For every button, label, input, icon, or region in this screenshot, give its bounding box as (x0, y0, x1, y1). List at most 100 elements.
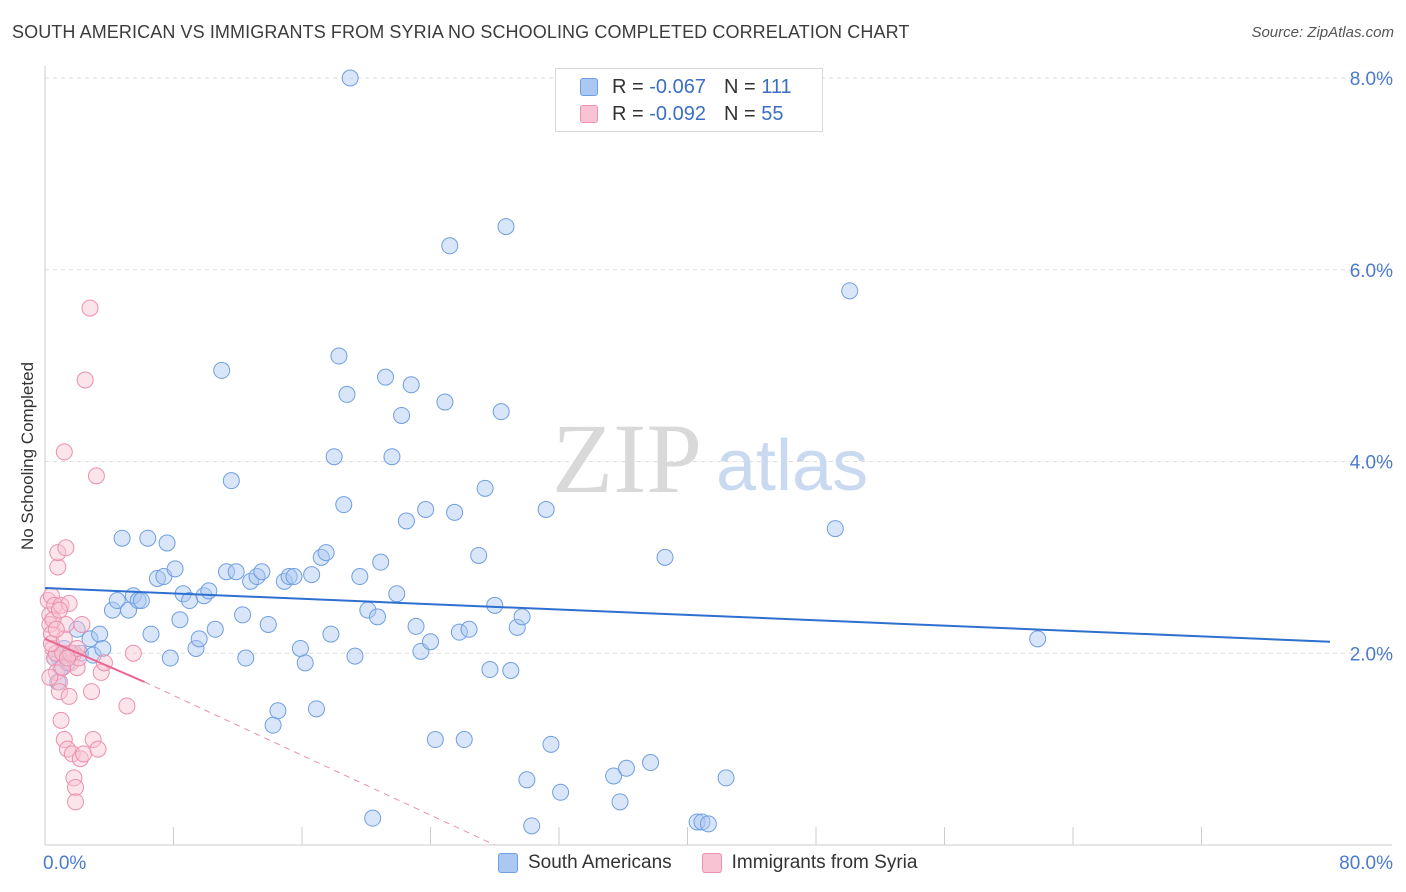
south-americans-point (206, 620, 224, 638)
syria-point (57, 539, 75, 557)
south-americans-point (402, 376, 420, 394)
syria-point (47, 620, 65, 638)
south-americans-point (364, 809, 382, 827)
south-americans-point (460, 620, 478, 638)
south-americans-point (470, 546, 488, 564)
syria-point (75, 745, 93, 763)
x-tick-label: 80.0% (1339, 853, 1393, 874)
source-label[interactable]: Source: ZipAtlas.com (1251, 24, 1394, 41)
south-americans-point (1029, 630, 1047, 648)
south-americans-point (148, 569, 166, 587)
syria-point (83, 683, 101, 701)
south-americans-point (253, 563, 271, 581)
syria-point (41, 606, 59, 624)
south-americans-point (200, 582, 218, 600)
series-swatch-syria (701, 853, 722, 873)
series-label-syria: Immigrants from Syria (731, 852, 918, 873)
south-americans-point (523, 817, 541, 835)
south-americans-point (285, 568, 303, 586)
legend-n-label: N = (723, 75, 756, 98)
syria-point (60, 687, 78, 705)
south-americans-point (132, 592, 150, 610)
south-americans-point (171, 611, 189, 629)
south-americans-point (617, 759, 635, 777)
legend-row-syria: R = -0.092 N = 55 (580, 101, 783, 127)
south-americans-point (94, 639, 112, 657)
south-americans-point (259, 615, 277, 633)
syria-point (92, 663, 110, 681)
south-americans-point (280, 568, 298, 586)
south-americans-point (248, 568, 266, 586)
south-americans-point (417, 500, 435, 518)
syria-point (49, 558, 67, 576)
syria-point (81, 299, 99, 317)
south-americans-point (377, 368, 395, 386)
syria-point (50, 683, 68, 701)
y-tick-label: 4.0% (1350, 453, 1393, 474)
south-americans-point (68, 620, 86, 638)
correlation-legend: R = -0.067 N = 111 R = -0.092 N = 55 (555, 68, 823, 132)
points-layer (39, 69, 1047, 835)
south-americans-point (717, 769, 735, 787)
south-americans-point (407, 617, 425, 635)
series-legend-south-americans[interactable]: South Americans (498, 852, 672, 874)
south-americans-point (346, 647, 364, 665)
south-americans-point (222, 472, 240, 490)
south-americans-point (450, 623, 468, 641)
syria-point (49, 544, 67, 562)
south-americans-point (486, 596, 504, 614)
series-swatch-south-americans (498, 853, 518, 873)
south-americans-point (441, 237, 459, 255)
south-americans-point (166, 560, 184, 578)
south-americans-point (497, 218, 515, 236)
syria-point (67, 778, 85, 796)
south-americans-point (325, 448, 343, 466)
syria-trendline-extension (144, 681, 495, 846)
south-americans-point (275, 572, 293, 590)
south-americans-point (161, 649, 179, 667)
south-americans-point (502, 662, 520, 680)
south-americans-point (108, 592, 126, 610)
chart-title: SOUTH AMERICAN VS IMMIGRANTS FROM SYRIA … (12, 22, 910, 42)
watermark-atlas: atlas (716, 426, 868, 506)
series-label-south-americans: South Americans (528, 852, 672, 873)
south-americans-point (656, 548, 674, 566)
south-americans-point (383, 448, 401, 466)
y-tick-label: 2.0% (1350, 644, 1393, 665)
south-americans-point (264, 716, 282, 734)
south-americans-point (139, 529, 157, 547)
legend-r-label: R = (612, 75, 644, 98)
y-axis-label: No Schooling Completed (18, 361, 37, 551)
syria-trendline (44, 637, 145, 683)
trend-layer (44, 587, 1331, 846)
syria-point (55, 731, 73, 749)
south-americans-point (393, 406, 411, 424)
watermark-zip: ZIP (552, 403, 702, 514)
syria-point (76, 371, 94, 389)
syria-point (71, 750, 89, 768)
south-americans-point (269, 702, 287, 720)
legend-n-label: N = (723, 102, 756, 125)
south-americans-point (227, 563, 245, 581)
south-americans-point (190, 630, 208, 648)
south-americans-point (368, 608, 386, 626)
syria-point (46, 596, 64, 614)
south-americans-point (699, 815, 717, 833)
series-legend: South Americans Immigrants from Syria (498, 852, 947, 874)
y-tick-label: 8.0% (1350, 69, 1393, 90)
south-americans-point (234, 606, 252, 624)
series-legend-syria[interactable]: Immigrants from Syria (701, 852, 918, 874)
syria-point (124, 644, 142, 662)
south-americans-trendline (44, 587, 1331, 643)
legend-r-value: -0.092 (649, 102, 706, 125)
syria-point (73, 615, 91, 633)
south-americans-point (158, 534, 176, 552)
south-americans-point (91, 625, 109, 643)
south-americans-point (307, 700, 325, 718)
south-americans-point (113, 529, 131, 547)
south-americans-point (446, 503, 464, 521)
south-americans-point (330, 347, 348, 365)
syria-point (44, 611, 62, 629)
legend-n-value: 111 (761, 75, 792, 98)
